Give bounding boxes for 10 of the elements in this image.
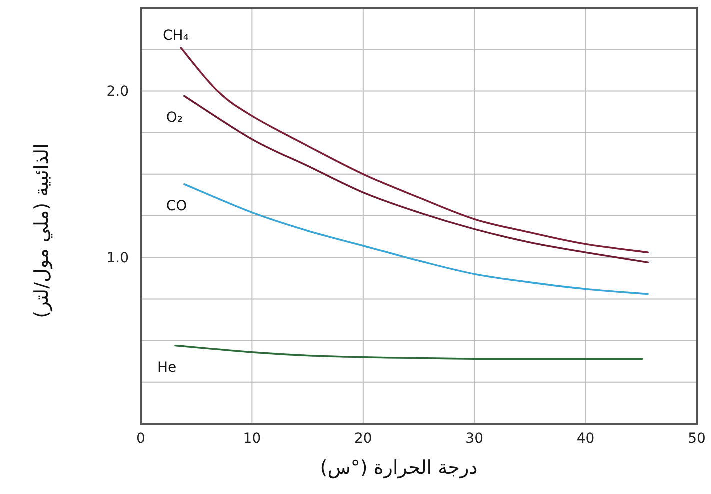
x-tick-label: 20 <box>354 431 372 447</box>
x-tick-label: 10 <box>243 431 262 447</box>
y-tick-label: 1.0 <box>106 250 129 267</box>
x-tick-label: 40 <box>576 431 595 447</box>
x-tick-label: 50 <box>688 431 706 447</box>
y-axis-title: الذائبية (ملي مول/لتر) <box>31 144 53 318</box>
x-tick-label: 30 <box>466 431 484 447</box>
y-tick-label: 2.0 <box>106 84 129 100</box>
x-axis-title: درجة الحرارة (°س) <box>320 457 478 479</box>
x-tick-label: 0 <box>136 431 146 447</box>
